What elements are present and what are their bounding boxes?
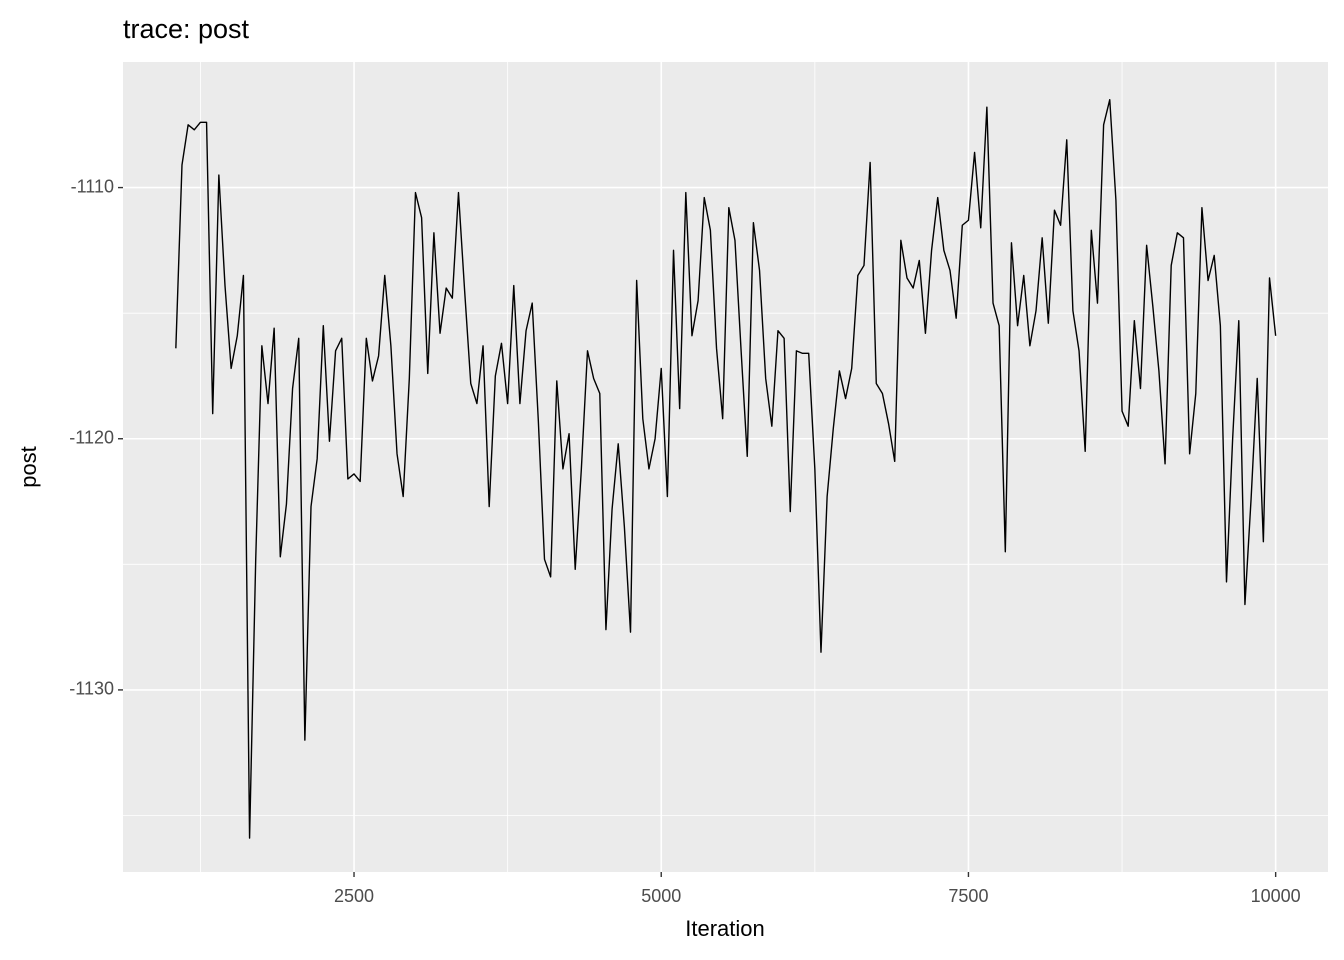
x-tick-label: 2500 (334, 886, 374, 906)
panel (123, 62, 1328, 872)
x-tick-label: 7500 (948, 886, 988, 906)
y-tick-label: -1110 (71, 176, 114, 196)
x-tick-label: 10000 (1251, 886, 1301, 906)
trace-line (175, 98, 1277, 839)
y-axis-label: post (16, 446, 41, 488)
x-tick-label: 5000 (641, 886, 681, 906)
y-tick-label: -1120 (69, 427, 114, 447)
y-tick-label: -1130 (69, 679, 114, 699)
chart-title: trace: post (123, 14, 250, 44)
x-axis-label: Iteration (685, 916, 765, 941)
